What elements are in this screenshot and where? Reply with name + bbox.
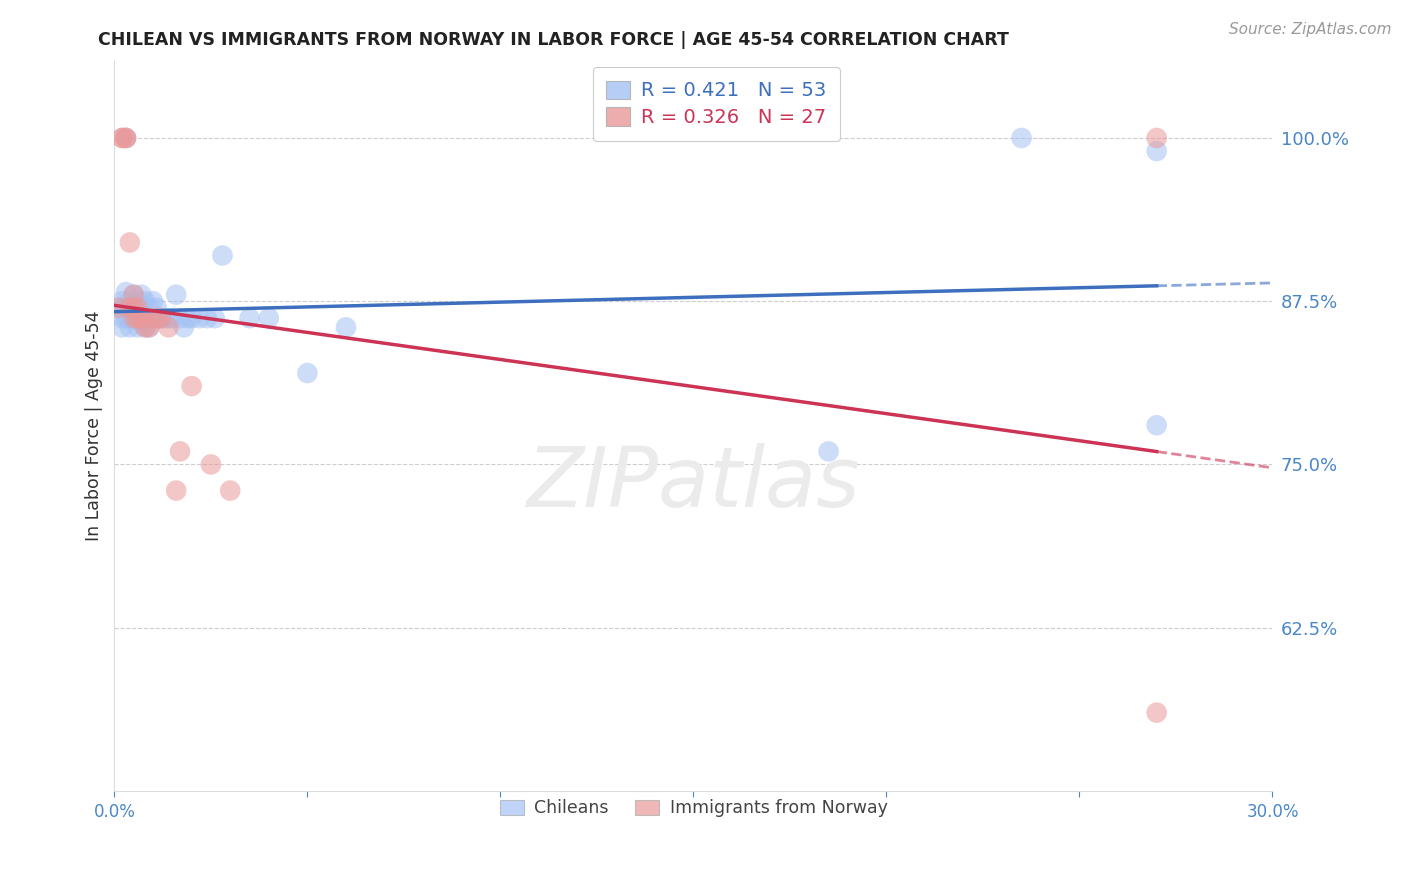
Point — [149, 311, 172, 326]
Point — [115, 131, 138, 145]
Point — [131, 311, 153, 326]
Point — [142, 294, 165, 309]
Point — [146, 311, 169, 326]
Point — [165, 287, 187, 301]
Point — [173, 320, 195, 334]
Point — [1146, 131, 1168, 145]
Point — [107, 301, 129, 315]
Point — [188, 311, 211, 326]
Point — [115, 285, 138, 299]
Point — [211, 248, 233, 262]
Point — [111, 294, 134, 309]
Point — [142, 311, 165, 326]
Text: CHILEAN VS IMMIGRANTS FROM NORWAY IN LABOR FORCE | AGE 45-54 CORRELATION CHART: CHILEAN VS IMMIGRANTS FROM NORWAY IN LAB… — [98, 31, 1010, 49]
Point — [131, 311, 153, 326]
Point — [138, 320, 160, 334]
Point — [111, 320, 134, 334]
Point — [219, 483, 242, 498]
Point — [131, 301, 153, 315]
Point — [122, 287, 145, 301]
Text: ZIPatlas: ZIPatlas — [527, 443, 860, 524]
Point — [118, 301, 141, 315]
Point — [1011, 131, 1033, 145]
Point — [335, 320, 357, 334]
Point — [118, 320, 141, 334]
Point — [238, 311, 260, 326]
Point — [111, 311, 134, 326]
Point — [115, 311, 138, 326]
Point — [200, 458, 222, 472]
Point — [118, 294, 141, 309]
Point — [138, 320, 160, 334]
Point — [165, 483, 187, 498]
Point — [142, 311, 165, 326]
Point — [131, 311, 153, 326]
Y-axis label: In Labor Force | Age 45-54: In Labor Force | Age 45-54 — [86, 310, 103, 541]
Point — [127, 311, 149, 326]
Point — [134, 320, 156, 334]
Point — [153, 311, 176, 326]
Point — [115, 131, 138, 145]
Point — [122, 301, 145, 315]
Point — [118, 235, 141, 250]
Point — [180, 379, 202, 393]
Point — [122, 287, 145, 301]
Point — [180, 311, 202, 326]
Point — [817, 444, 839, 458]
Point — [162, 311, 184, 326]
Point — [127, 301, 149, 315]
Point — [111, 131, 134, 145]
Point — [138, 301, 160, 315]
Point — [134, 294, 156, 309]
Point — [177, 311, 200, 326]
Point — [118, 311, 141, 326]
Point — [115, 131, 138, 145]
Point — [1146, 418, 1168, 433]
Legend: Chileans, Immigrants from Norway: Chileans, Immigrants from Norway — [491, 791, 896, 826]
Point — [111, 131, 134, 145]
Point — [1146, 144, 1168, 158]
Point — [122, 301, 145, 315]
Point — [127, 320, 149, 334]
Point — [146, 311, 169, 326]
Point — [134, 320, 156, 334]
Point — [134, 307, 156, 321]
Point — [157, 320, 180, 334]
Point — [169, 444, 191, 458]
Point — [127, 304, 149, 318]
Point — [107, 301, 129, 315]
Point — [204, 311, 226, 326]
Point — [122, 311, 145, 326]
Point — [127, 314, 149, 328]
Text: Source: ZipAtlas.com: Source: ZipAtlas.com — [1229, 22, 1392, 37]
Point — [169, 311, 191, 326]
Point — [297, 366, 319, 380]
Point — [115, 301, 138, 315]
Point — [138, 311, 160, 326]
Point — [257, 311, 280, 326]
Point — [127, 294, 149, 309]
Point — [131, 287, 153, 301]
Point — [157, 311, 180, 326]
Point — [1146, 706, 1168, 720]
Point — [195, 311, 218, 326]
Point — [118, 301, 141, 315]
Point — [122, 311, 145, 326]
Point — [149, 311, 172, 326]
Point — [146, 301, 169, 315]
